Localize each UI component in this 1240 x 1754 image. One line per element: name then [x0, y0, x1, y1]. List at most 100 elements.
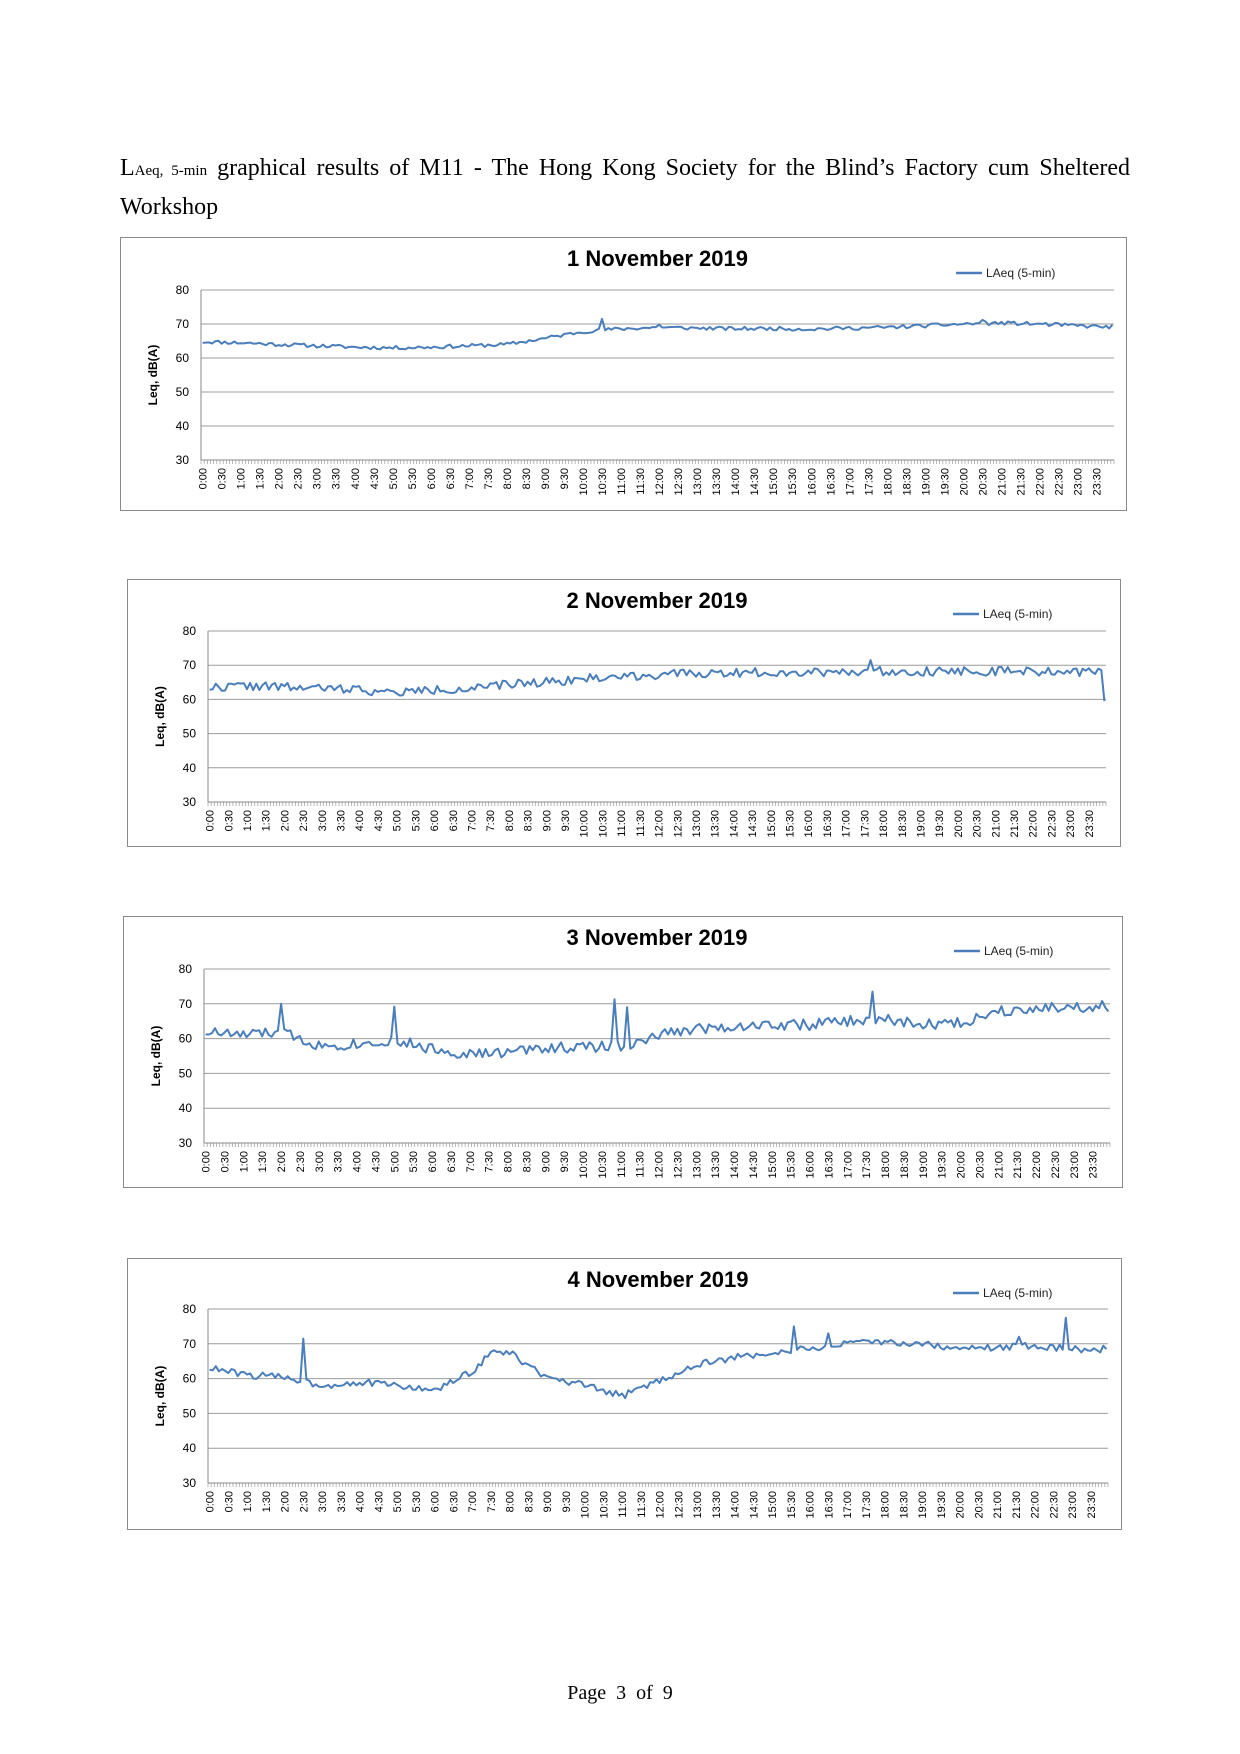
y-tick-label: 60 — [176, 351, 190, 365]
x-tick-label: 1:30 — [261, 810, 273, 831]
x-tick-label: 0:00 — [198, 468, 210, 489]
x-tick-marks — [200, 460, 1115, 464]
x-tick-label: 0:30 — [223, 810, 235, 831]
x-tick-label: 3:00 — [317, 810, 329, 831]
x-tick-label: 5:30 — [411, 1491, 423, 1512]
x-tick-label: 16:30 — [822, 810, 834, 838]
x-tick-label: 22:00 — [1028, 810, 1040, 838]
x-tick-label: 19:00 — [918, 1151, 930, 1179]
x-tick-label: 23:30 — [1088, 1151, 1100, 1179]
x-tick-label: 3:00 — [314, 1151, 326, 1172]
x-tick-label: 9:30 — [559, 468, 571, 489]
x-tick-label: 16:30 — [825, 468, 837, 496]
x-tick-label: 23:00 — [1069, 1151, 1081, 1179]
x-tick-marks — [207, 802, 1107, 806]
x-tick-label: 2:30 — [298, 1491, 310, 1512]
x-tick-label: 5:30 — [410, 810, 422, 831]
x-tick-label: 17:00 — [842, 1151, 854, 1179]
y-tick-label: 60 — [183, 1372, 197, 1386]
x-tick-label: 10:30 — [597, 810, 609, 838]
x-tick-label: 22:30 — [1046, 810, 1058, 838]
x-tick-label: 9:30 — [559, 1151, 571, 1172]
x-tick-label: 5:30 — [408, 1151, 420, 1172]
x-tick-label: 9:00 — [542, 1491, 554, 1512]
x-tick-label: 9:30 — [561, 1491, 573, 1512]
x-tick-label: 2:00 — [280, 1491, 292, 1512]
x-tick-label: 10:00 — [578, 468, 590, 496]
x-tick-label: 3:30 — [336, 1491, 348, 1512]
x-tick-label: 18:30 — [898, 1491, 910, 1519]
x-tick-label: 0:30 — [223, 1491, 235, 1512]
x-tick-label: 3:30 — [336, 810, 348, 831]
x-tick-label: 8:30 — [521, 1151, 533, 1172]
chart-title: 2 November 2019 — [567, 588, 748, 613]
x-tick-label: 23:30 — [1086, 1491, 1098, 1519]
y-tick-label: 30 — [183, 795, 197, 809]
x-tick-label: 11:30 — [636, 1491, 648, 1518]
chart-2-nov-svg: 2 November 2019 30 40 50 60 70 80 0:00 0:30 1:00 1… — [153, 588, 1107, 838]
y-axis-label: Leq, dB(A) — [153, 686, 167, 747]
y-tick-label: 80 — [183, 624, 197, 638]
x-tick-label: 0:00 — [205, 1491, 217, 1512]
x-tick-label: 1:30 — [261, 1491, 273, 1512]
x-tick-label: 6:00 — [429, 810, 441, 831]
x-tick-label: 1:30 — [257, 1151, 269, 1172]
x-tick-label: 22:00 — [1035, 468, 1047, 496]
x-tick-label: 21:00 — [996, 468, 1008, 496]
y-tick-label: 30 — [179, 1136, 193, 1150]
page-heading: LAeq, 5-min graphical results of M11 - T… — [120, 150, 1130, 225]
x-tick-label: 0:30 — [217, 468, 229, 489]
x-tick-label: 15:00 — [767, 1491, 779, 1519]
x-tick-label: 20:00 — [953, 810, 965, 838]
x-tick-label: 22:30 — [1054, 468, 1066, 496]
x-tick-label: 11:00 — [616, 1151, 628, 1178]
series-line-laeq — [209, 659, 1106, 702]
x-tick-label: 17:00 — [844, 468, 856, 496]
x-tick-label: 19:00 — [920, 468, 932, 496]
x-tick-label: 15:30 — [786, 1151, 798, 1179]
footer-page-total: 9 — [662, 1682, 673, 1704]
x-tick-label: 6:30 — [446, 1151, 458, 1172]
x-tick-label: 7:30 — [483, 468, 495, 489]
legend-label: LAeq (5-min) — [983, 1286, 1052, 1300]
x-tick-label: 17:30 — [861, 1491, 873, 1519]
x-tick-label: 13:00 — [692, 468, 704, 496]
x-tick-label: 3:00 — [312, 468, 324, 489]
x-tick-label: 7:00 — [465, 1151, 477, 1172]
x-tick-label: 11:00 — [617, 1491, 629, 1518]
x-tick-label: 22:00 — [1031, 1151, 1043, 1179]
heading-text: graphical results of M11 - The Hong Kong… — [120, 155, 1130, 220]
x-tick-label: 23:30 — [1092, 468, 1104, 496]
x-tick-label: 18:30 — [901, 468, 913, 496]
x-tick-label: 20:30 — [972, 810, 984, 838]
series-line-laeq — [209, 1316, 1108, 1400]
y-tick-label: 40 — [179, 1101, 193, 1115]
x-tick-label: 4:30 — [370, 1151, 382, 1172]
x-tick-label: 5:00 — [389, 1151, 401, 1172]
x-tick-label: 21:30 — [1009, 810, 1021, 838]
x-tick-label: 4:00 — [355, 1491, 367, 1512]
x-tick-label: 8:00 — [505, 1491, 517, 1512]
x-tick-label: 1:00 — [236, 468, 248, 489]
x-tick-label: 4:30 — [373, 1491, 385, 1512]
x-tick-label: 5:00 — [392, 810, 404, 831]
x-tick-label: 10:30 — [597, 1151, 609, 1179]
y-tick-label: 60 — [179, 1032, 193, 1046]
x-tick-label: 22:00 — [1030, 1491, 1042, 1519]
x-tick-label: 14:00 — [730, 1491, 742, 1519]
chart-3-nov: 3 November 2019 30 40 50 60 70 80 0:00 0:30 1:00 1… — [123, 916, 1123, 1188]
x-tick-label: 13:30 — [710, 1151, 722, 1179]
chart-title: 1 November 2019 — [567, 246, 748, 271]
x-tick-label: 14:00 — [730, 468, 742, 496]
x-tick-label: 23:00 — [1067, 1491, 1079, 1519]
x-tick-label: 8:00 — [504, 810, 516, 831]
x-tick-label: 16:00 — [805, 1151, 817, 1179]
x-tick-label: 0:00 — [205, 810, 217, 831]
y-tick-label: 80 — [176, 283, 190, 297]
x-tick-label: 17:00 — [842, 1491, 854, 1519]
x-tick-label: 20:00 — [958, 468, 970, 496]
x-tick-label: 21:30 — [1012, 1151, 1024, 1179]
footer-page-number: 3 — [616, 1682, 627, 1704]
y-tick-label: 50 — [179, 1066, 193, 1080]
x-tick-label: 0:00 — [201, 1151, 213, 1172]
